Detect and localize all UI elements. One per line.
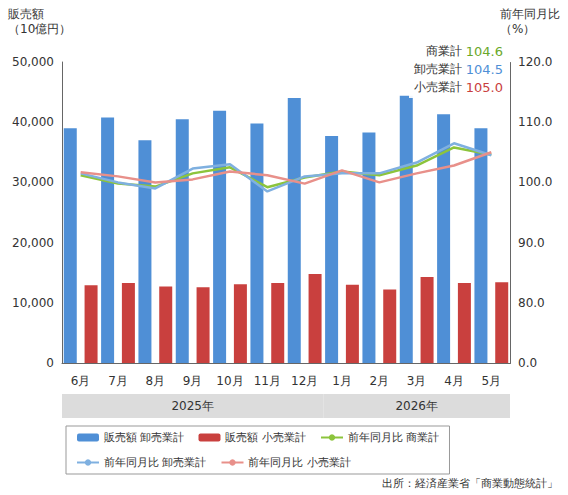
svg-text:10,000: 10,000 — [12, 296, 54, 310]
svg-text:卸売業計: 卸売業計 — [414, 62, 462, 76]
svg-text:前年同月比 卸売業計: 前年同月比 卸売業計 — [104, 456, 207, 469]
svg-text:1月: 1月 — [332, 374, 352, 388]
svg-text:販売額 卸売業計: 販売額 卸売業計 — [104, 431, 185, 444]
svg-text:販売額 小売業計: 販売額 小売業計 — [225, 431, 305, 444]
svg-text:20,000: 20,000 — [12, 236, 54, 250]
svg-text:11月: 11月 — [254, 374, 281, 388]
svg-text:0.0: 0.0 — [518, 356, 537, 370]
svg-text:7月: 7月 — [108, 374, 128, 388]
svg-text:4月: 4月 — [444, 374, 464, 388]
svg-text:（%）: （%） — [500, 22, 535, 36]
svg-text:販売額: 販売額 — [8, 7, 44, 21]
svg-text:90.0: 90.0 — [518, 236, 545, 250]
svg-text:6月: 6月 — [71, 374, 91, 388]
svg-text:100.0: 100.0 — [518, 175, 552, 189]
svg-text:105.0: 105.0 — [466, 80, 503, 95]
svg-text:120.0: 120.0 — [518, 55, 552, 69]
svg-text:10月: 10月 — [216, 374, 243, 388]
svg-text:80.0: 80.0 — [518, 296, 545, 310]
svg-text:110.0: 110.0 — [518, 115, 552, 129]
svg-text:小売業計: 小売業計 — [414, 80, 462, 94]
svg-text:40,000: 40,000 — [12, 115, 54, 129]
svg-text:2025年: 2025年 — [171, 399, 214, 413]
svg-text:0: 0 — [46, 356, 54, 370]
svg-text:前年同月比: 前年同月比 — [500, 7, 560, 21]
svg-text:12月: 12月 — [291, 374, 318, 388]
svg-text:前年同月比 小売業計: 前年同月比 小売業計 — [248, 456, 350, 469]
svg-text:（10億円）: （10億円） — [8, 22, 71, 36]
svg-text:商業計: 商業計 — [426, 44, 462, 58]
svg-text:前年同月比 商業計: 前年同月比 商業計 — [348, 431, 440, 444]
svg-text:30,000: 30,000 — [12, 175, 54, 189]
svg-text:104.6: 104.6 — [466, 44, 503, 59]
svg-text:3月: 3月 — [407, 374, 427, 388]
svg-text:出所：経済産業省「商業動態統計」: 出所：経済産業省「商業動態統計」 — [382, 477, 558, 490]
svg-text:2026年: 2026年 — [395, 399, 438, 413]
svg-text:5月: 5月 — [482, 374, 502, 388]
svg-text:8月: 8月 — [146, 374, 166, 388]
svg-text:2月: 2月 — [370, 374, 390, 388]
svg-text:104.5: 104.5 — [466, 62, 503, 77]
svg-text:9月: 9月 — [183, 374, 203, 388]
svg-text:50,000: 50,000 — [12, 55, 54, 69]
